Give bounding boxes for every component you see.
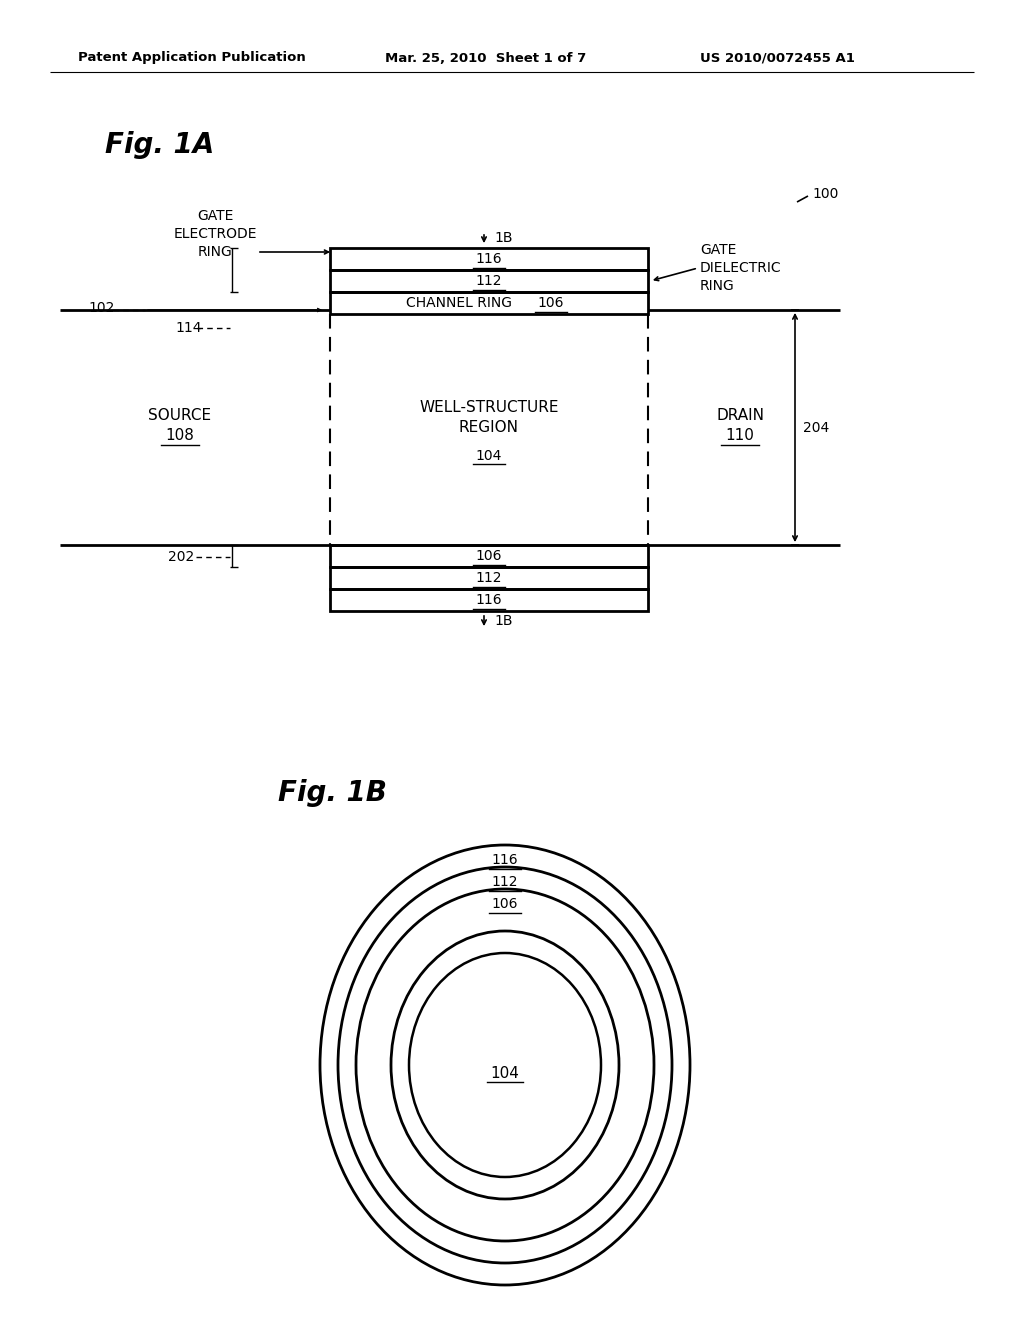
Bar	[330, 292, 648, 314]
Text: 102: 102	[88, 301, 115, 315]
Text: DRAIN: DRAIN	[716, 408, 764, 424]
Text: 108: 108	[166, 429, 195, 444]
Text: 204: 204	[803, 421, 829, 434]
Text: 110: 110	[726, 429, 755, 444]
Text: 100: 100	[812, 187, 839, 201]
Text: 116: 116	[476, 593, 503, 607]
Text: 116: 116	[492, 853, 518, 867]
Text: 116: 116	[476, 252, 503, 267]
Bar	[330, 568, 648, 589]
Text: 106: 106	[476, 549, 502, 564]
Text: US 2010/0072455 A1: US 2010/0072455 A1	[700, 51, 855, 65]
Text: CHANNEL RING: CHANNEL RING	[406, 296, 512, 310]
Text: Mar. 25, 2010  Sheet 1 of 7: Mar. 25, 2010 Sheet 1 of 7	[385, 51, 587, 65]
Text: 114: 114	[175, 321, 202, 335]
Bar	[330, 248, 648, 271]
Text: 202: 202	[168, 550, 195, 564]
Text: 112: 112	[476, 275, 502, 288]
Text: Patent Application Publication: Patent Application Publication	[78, 51, 306, 65]
Text: WELL-STRUCTURE
REGION: WELL-STRUCTURE REGION	[419, 400, 559, 436]
Bar	[330, 271, 648, 292]
Text: Fig. 1A: Fig. 1A	[105, 131, 214, 158]
Text: SOURCE: SOURCE	[148, 408, 212, 424]
Text: 112: 112	[492, 875, 518, 888]
Bar	[330, 589, 648, 611]
Text: 1B: 1B	[494, 231, 512, 246]
Text: 1B: 1B	[494, 614, 512, 628]
Text: 112: 112	[476, 572, 502, 585]
Text: GATE
DIELECTRIC
RING: GATE DIELECTRIC RING	[700, 243, 781, 293]
Text: GATE
ELECTRODE
RING: GATE ELECTRODE RING	[173, 209, 257, 260]
Text: 104: 104	[490, 1065, 519, 1081]
Text: 106: 106	[538, 296, 564, 310]
Text: 104: 104	[476, 449, 502, 462]
Bar	[330, 545, 648, 568]
Text: 106: 106	[492, 898, 518, 911]
Text: Fig. 1B: Fig. 1B	[278, 779, 387, 807]
